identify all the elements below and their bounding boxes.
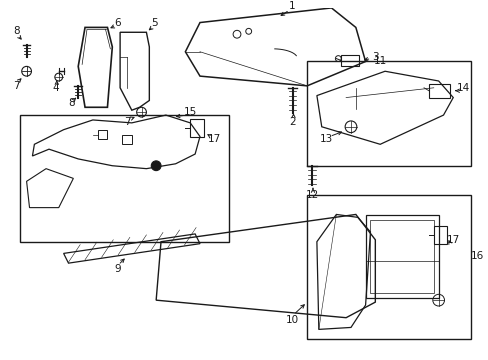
Text: 5: 5	[151, 18, 157, 28]
Text: 9: 9	[114, 264, 120, 274]
Text: 10: 10	[285, 315, 299, 325]
Text: 2: 2	[288, 117, 295, 127]
Text: 3: 3	[371, 51, 378, 62]
Text: 12: 12	[305, 190, 318, 200]
Bar	[433, 226, 447, 244]
Text: 7: 7	[14, 81, 20, 91]
Text: 8: 8	[14, 26, 20, 36]
Bar	[370, 220, 433, 293]
Text: 13: 13	[319, 134, 332, 144]
Bar	[341, 55, 358, 66]
Text: 15: 15	[183, 107, 197, 117]
Text: 16: 16	[470, 251, 483, 261]
Text: 17: 17	[446, 235, 459, 245]
Text: 14: 14	[455, 83, 468, 93]
Bar	[98, 130, 107, 139]
Bar	[190, 119, 203, 136]
Bar	[20, 115, 229, 242]
Text: 1: 1	[288, 1, 295, 11]
Text: 8: 8	[68, 98, 75, 108]
Text: 4: 4	[52, 83, 59, 93]
Bar	[122, 135, 132, 144]
Bar	[365, 215, 438, 298]
Text: 11: 11	[373, 55, 386, 66]
Bar	[306, 195, 470, 339]
Bar	[428, 84, 449, 98]
Text: 17: 17	[207, 134, 221, 144]
Text: 7: 7	[123, 117, 130, 127]
Bar	[306, 60, 470, 166]
Circle shape	[151, 161, 161, 171]
Text: 6: 6	[114, 18, 120, 28]
